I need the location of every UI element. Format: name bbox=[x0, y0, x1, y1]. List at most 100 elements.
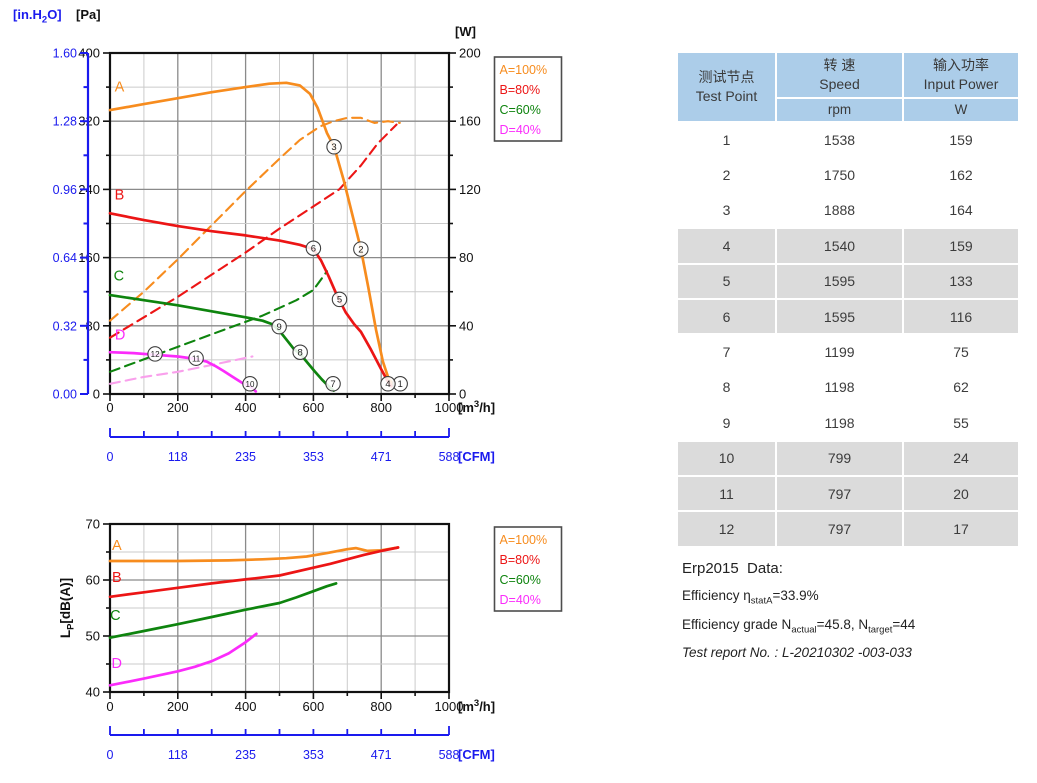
curve-label-noise-B: B bbox=[112, 570, 122, 586]
table-header-w-unit: W bbox=[904, 99, 1018, 121]
erp-efficiency-grade-line: Efficiency grade Nactual=45.8, Ntarget=4… bbox=[682, 617, 1032, 636]
point-marker-3: 3 bbox=[326, 139, 342, 155]
cfm-tick-label: 353 bbox=[303, 748, 324, 762]
pressure-chart-legend bbox=[493, 56, 563, 142]
x-tick-label: 0 bbox=[106, 400, 113, 415]
curve-B-pressure bbox=[108, 211, 393, 388]
point-marker-circle bbox=[305, 240, 322, 256]
noise-chart-legend bbox=[493, 526, 563, 612]
point-marker-number: 10 bbox=[246, 380, 255, 389]
cell-rpm: 799 bbox=[777, 441, 902, 475]
pa-tick-label: 400 bbox=[78, 46, 100, 61]
erp-eff2-mid: =45.8, N bbox=[816, 616, 869, 632]
table-header-rpm-unit: rpm bbox=[777, 99, 902, 121]
cell-power: 116 bbox=[904, 299, 1018, 334]
cell-rpm: 1199 bbox=[777, 335, 902, 369]
cell-power: 162 bbox=[904, 158, 1018, 192]
table-header-speed-en: Speed bbox=[819, 76, 860, 92]
table-header-input-power-zh: 输入功率 bbox=[933, 57, 989, 74]
db-tick-label: 50 bbox=[86, 629, 100, 644]
curve-C-noise bbox=[108, 582, 338, 640]
pa-tick-label: 240 bbox=[78, 182, 100, 197]
cfm-tick-label: 118 bbox=[168, 450, 188, 464]
curve-B-power-dashed bbox=[108, 123, 398, 339]
pa-tick-label: 0 bbox=[93, 387, 100, 402]
point-marker-6: 6 bbox=[305, 240, 322, 256]
point-marker-circle bbox=[325, 376, 341, 392]
inh2o-tick-label: 0.00 bbox=[53, 388, 77, 402]
table-header-speed-zh: 转 速 bbox=[823, 57, 856, 74]
erp-title: Erp2015 Data: bbox=[682, 560, 783, 577]
point-marker-number: 9 bbox=[277, 322, 282, 333]
cell-power: 164 bbox=[904, 193, 1018, 228]
pa-tick-label: 160 bbox=[78, 250, 100, 265]
legend-item-D: D=40% bbox=[500, 593, 541, 607]
curve-label-noise-A: A bbox=[112, 538, 122, 554]
charts-canvas: 0 200 400 600 800 1000[m3/h]08016024032040004… bbox=[13, 7, 563, 762]
curve-C-pressure bbox=[108, 293, 336, 392]
curve-A-noise bbox=[108, 546, 400, 563]
x-axis-unit-label: [m3/h] bbox=[458, 399, 495, 415]
erp-efficiency-line: Efficiency ηstatA=33.9% bbox=[682, 588, 1032, 607]
x-tick-label: 600 bbox=[303, 400, 325, 415]
table-header-test-point: 测试节点 Test Point bbox=[678, 53, 775, 121]
cell-test-point: 7 bbox=[678, 335, 775, 369]
db-tick-label: 40 bbox=[86, 685, 100, 700]
x-tick-label: 200 bbox=[167, 400, 189, 415]
cfm-tick-label: 235 bbox=[235, 450, 256, 464]
erp-eff1-pre: Efficiency η bbox=[682, 588, 751, 603]
cell-rpm: 1198 bbox=[777, 370, 902, 405]
w-tick-label: 200 bbox=[459, 46, 481, 61]
x-tick-label: 200 bbox=[167, 699, 189, 714]
point-marker-circle bbox=[353, 241, 369, 257]
point-marker-circle bbox=[188, 350, 204, 366]
legend-item-D: D=40% bbox=[500, 123, 541, 137]
inh2o-tick-label: 0.96 bbox=[53, 183, 77, 197]
cfm-tick-label: 118 bbox=[168, 748, 188, 762]
cell-test-point: 3 bbox=[678, 193, 775, 228]
inh2o-axis-title: [in.H2O] bbox=[13, 7, 62, 26]
point-marker-number: 4 bbox=[385, 379, 390, 390]
point-marker-number: 3 bbox=[331, 142, 336, 153]
point-marker-circle bbox=[242, 376, 258, 392]
legend-item-C: C=60% bbox=[500, 573, 541, 587]
curve-label-noise-C: C bbox=[110, 608, 120, 624]
x-tick-label: 600 bbox=[303, 699, 325, 714]
point-marker-2: 2 bbox=[353, 241, 369, 257]
erp-eff2-post: =44 bbox=[892, 616, 916, 632]
curve-label-noise-D: D bbox=[112, 656, 122, 672]
curve-D-power-dashed bbox=[108, 355, 254, 385]
legend-item-C: C=60% bbox=[500, 103, 541, 117]
db-tick-label: 70 bbox=[86, 517, 100, 532]
cell-test-point: 9 bbox=[678, 406, 775, 440]
cfm-tick-label: 0 bbox=[107, 450, 114, 464]
curve-A-pressure bbox=[108, 81, 394, 386]
erp-test-report-number: Test report No. : L-20210302 -003-033 bbox=[682, 645, 912, 661]
point-marker-number: 2 bbox=[358, 244, 363, 255]
cell-rpm: 1888 bbox=[777, 193, 902, 228]
point-marker-5: 5 bbox=[331, 291, 348, 308]
point-marker-8: 8 bbox=[292, 344, 308, 360]
w-tick-label: 0 bbox=[459, 387, 466, 402]
point-marker-number: 7 bbox=[330, 379, 335, 390]
curve-A-power-dashed bbox=[108, 116, 401, 322]
erp2015-block: Erp2015 Data: Efficiency ηstatA=33.9% Ef… bbox=[682, 560, 1032, 660]
curve-label-B: B bbox=[115, 188, 125, 204]
erp-eff2-pre: Efficiency grade N bbox=[682, 616, 792, 632]
cfm-unit-label: [CFM] bbox=[458, 747, 495, 762]
point-marker-number: 12 bbox=[151, 350, 160, 359]
x-tick-label: 400 bbox=[235, 699, 257, 714]
pa-tick-label: 320 bbox=[78, 114, 100, 129]
cfm-tick-label: 471 bbox=[371, 748, 392, 762]
inh2o-tick-label: 1.60 bbox=[53, 47, 77, 61]
curve-label-D: D bbox=[115, 327, 125, 343]
w-axis-title: [W] bbox=[455, 24, 476, 39]
cell-power: 75 bbox=[904, 335, 1018, 369]
cell-power: 17 bbox=[904, 512, 1018, 546]
point-marker-circle bbox=[292, 344, 308, 360]
cfm-tick-label: 588 bbox=[439, 450, 460, 464]
point-marker-7: 7 bbox=[325, 376, 341, 392]
x-tick-label: 800 bbox=[370, 400, 392, 415]
cell-test-point: 10 bbox=[678, 441, 775, 475]
cell-rpm: 1538 bbox=[777, 123, 902, 157]
